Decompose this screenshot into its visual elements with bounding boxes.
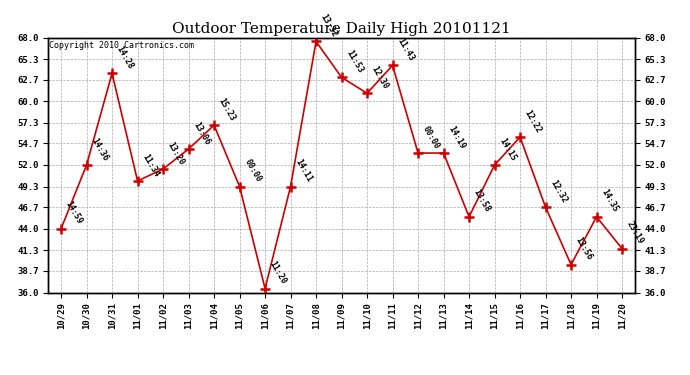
Title: Outdoor Temperature Daily High 20101121: Outdoor Temperature Daily High 20101121 <box>172 22 511 36</box>
Text: 15:23: 15:23 <box>217 96 237 122</box>
Text: 12:30: 12:30 <box>370 64 390 90</box>
Text: 12:22: 12:22 <box>523 108 543 134</box>
Text: 13:06: 13:06 <box>191 120 212 146</box>
Text: 13:20: 13:20 <box>166 140 186 166</box>
Text: 14:19: 14:19 <box>446 124 466 150</box>
Text: 14:28: 14:28 <box>115 44 135 70</box>
Text: 11:20: 11:20 <box>268 260 288 286</box>
Text: 23:19: 23:19 <box>625 220 645 246</box>
Text: 13:56: 13:56 <box>574 236 594 262</box>
Text: 14:36: 14:36 <box>89 136 110 162</box>
Text: 13:58: 13:58 <box>472 188 492 214</box>
Text: 11:34: 11:34 <box>140 152 161 178</box>
Text: 13:32: 13:32 <box>319 12 339 39</box>
Text: 14:35: 14:35 <box>600 188 620 214</box>
Text: 14:15: 14:15 <box>497 136 518 162</box>
Text: Copyright 2010 Cartronics.com: Copyright 2010 Cartronics.com <box>50 41 195 50</box>
Text: 00:00: 00:00 <box>421 124 441 150</box>
Text: 00:00: 00:00 <box>242 158 263 184</box>
Text: 14:11: 14:11 <box>293 158 314 184</box>
Text: 11:43: 11:43 <box>395 36 415 63</box>
Text: 11:53: 11:53 <box>344 48 364 75</box>
Text: 14:59: 14:59 <box>64 200 84 226</box>
Text: 12:32: 12:32 <box>549 178 569 204</box>
